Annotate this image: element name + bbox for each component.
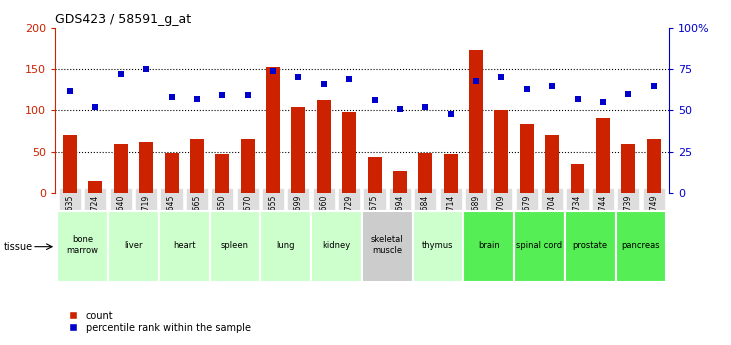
Point xyxy=(292,75,304,80)
Text: liver: liver xyxy=(124,240,143,249)
Bar xyxy=(368,157,382,193)
Bar xyxy=(210,211,260,282)
Bar xyxy=(393,171,407,193)
Point xyxy=(648,83,659,88)
Point xyxy=(115,71,126,77)
Point xyxy=(496,75,507,80)
Text: heart: heart xyxy=(173,240,195,249)
Text: bone
marrow: bone marrow xyxy=(67,235,99,255)
Point xyxy=(420,104,431,110)
Point xyxy=(470,78,482,83)
Bar xyxy=(292,107,306,193)
Point xyxy=(597,99,609,105)
Text: skeletal
muscle: skeletal muscle xyxy=(371,235,404,255)
Point xyxy=(64,88,76,93)
Bar xyxy=(621,144,635,193)
Bar xyxy=(418,154,432,193)
Bar xyxy=(164,154,178,193)
Bar xyxy=(647,139,661,193)
Bar xyxy=(494,110,508,193)
Text: spinal cord: spinal cord xyxy=(516,240,563,249)
Bar xyxy=(260,211,311,282)
Point xyxy=(318,81,330,87)
Bar xyxy=(342,112,356,193)
Text: brain: brain xyxy=(478,240,499,249)
Bar xyxy=(565,211,616,282)
Legend: count, percentile rank within the sample: count, percentile rank within the sample xyxy=(60,307,255,337)
Bar xyxy=(444,154,458,193)
Bar xyxy=(88,181,102,193)
Point xyxy=(268,68,279,73)
Text: kidney: kidney xyxy=(322,240,351,249)
Bar xyxy=(266,67,280,193)
Point xyxy=(242,93,254,98)
Bar xyxy=(57,211,108,282)
Bar xyxy=(362,211,412,282)
Bar xyxy=(596,118,610,193)
Bar xyxy=(190,139,204,193)
Text: prostate: prostate xyxy=(572,240,607,249)
Text: tissue: tissue xyxy=(4,242,33,252)
Point xyxy=(344,76,355,82)
Point xyxy=(368,98,380,103)
Bar xyxy=(108,211,159,282)
Bar xyxy=(469,50,483,193)
Bar xyxy=(570,164,585,193)
Point xyxy=(90,104,102,110)
Point xyxy=(394,106,406,111)
Text: spleen: spleen xyxy=(221,240,249,249)
Point xyxy=(140,66,152,72)
Bar xyxy=(63,135,77,193)
Bar xyxy=(240,139,254,193)
Bar xyxy=(545,135,559,193)
Point xyxy=(216,93,228,98)
Bar xyxy=(216,154,230,193)
Bar xyxy=(311,211,362,282)
Bar xyxy=(616,211,667,282)
Bar xyxy=(463,211,514,282)
Point xyxy=(546,83,558,88)
Text: lung: lung xyxy=(276,240,295,249)
Point xyxy=(622,91,634,97)
Bar xyxy=(114,144,128,193)
Point xyxy=(444,111,456,117)
Text: thymus: thymus xyxy=(423,240,454,249)
Text: GDS423 / 58591_g_at: GDS423 / 58591_g_at xyxy=(55,13,191,27)
Point xyxy=(166,95,178,100)
Bar xyxy=(139,142,154,193)
Text: pancreas: pancreas xyxy=(621,240,660,249)
Bar xyxy=(317,100,330,193)
Bar xyxy=(159,211,210,282)
Point xyxy=(191,96,202,101)
Bar xyxy=(514,211,565,282)
Point xyxy=(521,86,533,92)
Bar xyxy=(520,125,534,193)
Bar xyxy=(412,211,463,282)
Point xyxy=(572,96,583,101)
